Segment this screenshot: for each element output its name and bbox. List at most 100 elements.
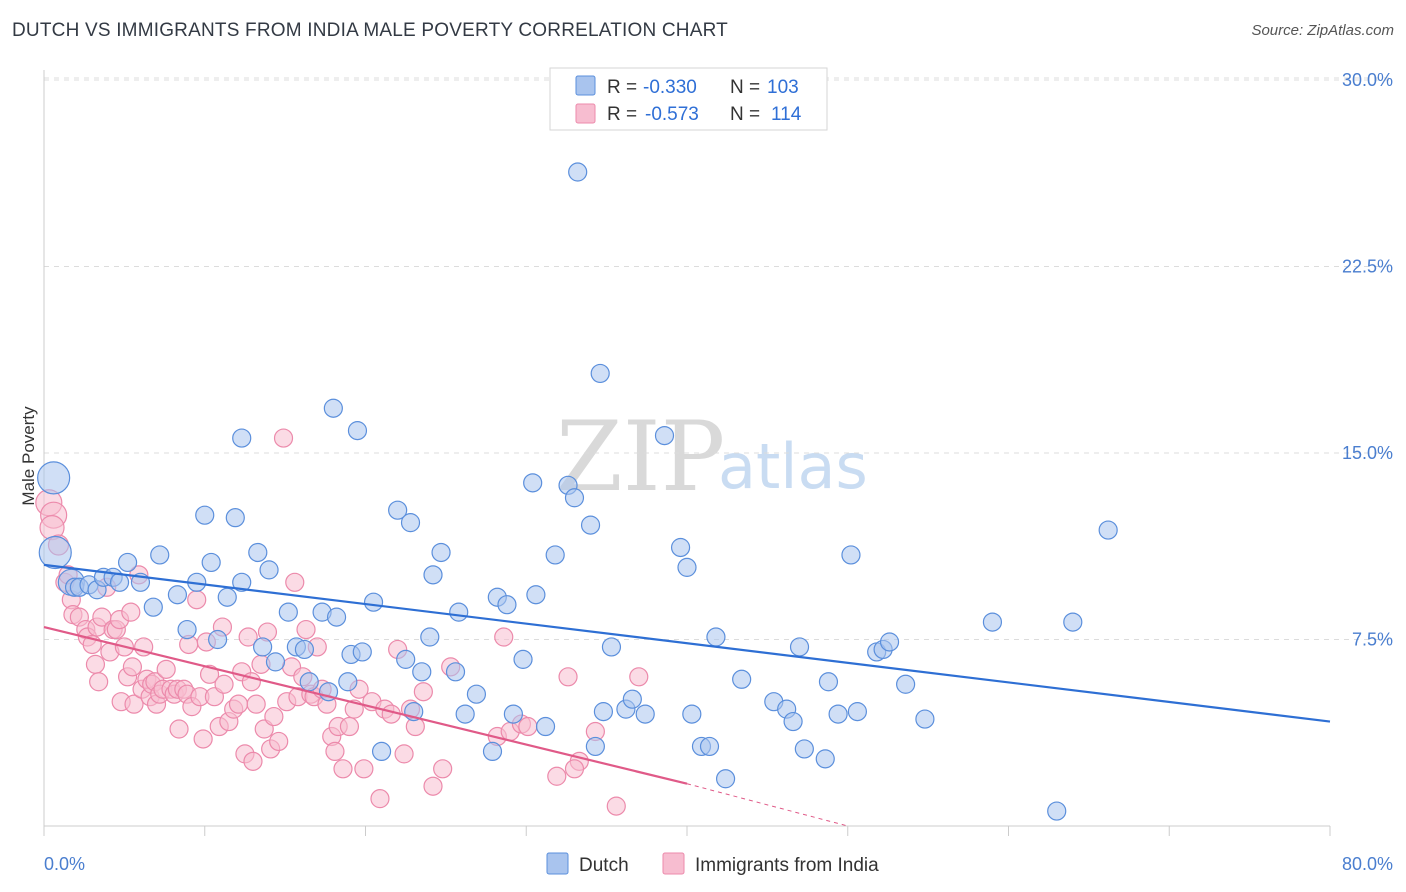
india-point	[296, 619, 316, 640]
dutch-point	[601, 637, 622, 657]
dutch-point	[217, 587, 237, 607]
dutch-point	[400, 513, 421, 533]
dutch-point	[1063, 612, 1083, 632]
dutch-trend-line	[43, 563, 1331, 723]
india-point	[494, 627, 514, 647]
dutch-point	[117, 552, 138, 573]
dutch-point	[167, 585, 188, 605]
india-point	[187, 590, 207, 610]
legend-r-value-dutch: -0.330	[643, 77, 697, 98]
india-point	[325, 741, 345, 762]
india-point	[124, 694, 144, 714]
india-point	[264, 706, 284, 727]
india-point	[558, 667, 578, 687]
dutch-point	[1047, 801, 1067, 821]
dutch-point	[396, 649, 416, 669]
india-point	[121, 602, 141, 622]
dutch-point	[482, 741, 503, 762]
india-point	[238, 627, 258, 647]
dutch-point	[841, 545, 861, 565]
legend-n-label-dutch: N =	[730, 77, 760, 98]
dutch-point	[879, 632, 900, 652]
india-trend-line	[43, 625, 688, 785]
dutch-point	[513, 649, 533, 669]
dutch-point	[789, 637, 810, 657]
dutch-point	[732, 669, 752, 689]
dutch-point	[299, 672, 319, 692]
dutch-point	[326, 607, 347, 627]
dutch-point	[177, 619, 197, 640]
india-point	[423, 776, 443, 796]
dutch-point	[847, 702, 867, 722]
dutch-point	[706, 627, 726, 647]
dutch-point	[278, 602, 298, 622]
dutch-point	[677, 557, 697, 577]
chart-source: Source: ZipAtlas.com	[1251, 22, 1394, 39]
india-point	[339, 716, 360, 737]
dutch-point	[388, 500, 408, 520]
india-point	[606, 796, 626, 816]
dutch-point	[412, 662, 432, 682]
dutch-point	[593, 702, 614, 722]
india-point	[122, 657, 143, 677]
dutch-series	[37, 162, 1118, 821]
dutch-point	[150, 545, 170, 565]
dutch-point	[815, 749, 835, 769]
india-point	[370, 789, 390, 809]
dutch-point	[545, 545, 565, 565]
legend-n-value-india: 114	[771, 104, 802, 125]
india-point	[285, 572, 305, 592]
legend-swatch-india	[575, 103, 596, 124]
dutch-point	[259, 560, 279, 580]
dutch-point	[201, 552, 221, 573]
india-point	[433, 759, 453, 779]
india-point	[273, 428, 294, 448]
dutch-point	[232, 572, 252, 592]
dutch-point	[420, 627, 440, 647]
y-tick-label: 15.0%	[1342, 443, 1393, 463]
dutch-point	[896, 674, 916, 694]
india-point	[394, 744, 414, 764]
watermark-zip: ZIP	[556, 401, 725, 513]
bottom-legend-label-dutch: Dutch	[579, 855, 629, 876]
bottom-legend: Dutch Immigrants from India	[546, 852, 879, 876]
dutch-point	[455, 704, 475, 724]
dutch-point	[590, 363, 610, 384]
dutch-point	[338, 672, 358, 692]
india-point	[333, 759, 353, 779]
dutch-point	[497, 595, 517, 615]
dutch-point	[585, 736, 605, 757]
dutch-point	[248, 542, 268, 563]
dutch-point	[564, 488, 585, 508]
legend-r-value-india: -0.573	[645, 104, 699, 125]
dutch-point	[265, 652, 286, 672]
india-point	[547, 766, 567, 786]
dutch-point	[37, 461, 71, 495]
legend-box	[549, 67, 828, 131]
x-tick-marks	[43, 826, 1331, 836]
y-tick-label: 7.5%	[1352, 630, 1393, 650]
dutch-point	[371, 741, 392, 762]
legend-r-label-dutch: R =	[607, 77, 637, 98]
india-point	[85, 654, 106, 674]
watermark-atlas: atlas	[718, 430, 868, 503]
dutch-point	[253, 637, 273, 657]
dutch-point	[445, 662, 466, 682]
y-tick-label: 22.5%	[1342, 257, 1393, 277]
india-point	[243, 751, 263, 771]
dutch-point	[38, 535, 72, 570]
india-point	[228, 694, 249, 714]
dutch-point	[699, 736, 720, 757]
dutch-point	[109, 572, 130, 592]
india-point	[156, 659, 176, 679]
india-point	[89, 672, 109, 692]
dutch-point	[526, 585, 546, 605]
legend: R = -0.330 N = 103 R = -0.573 N = 114	[549, 67, 828, 131]
bottom-legend-swatch-india	[662, 852, 685, 875]
india-point	[214, 674, 234, 694]
dutch-point	[225, 508, 245, 528]
india-point	[269, 731, 289, 752]
dutch-point	[352, 642, 372, 662]
dutch-point	[347, 421, 368, 441]
